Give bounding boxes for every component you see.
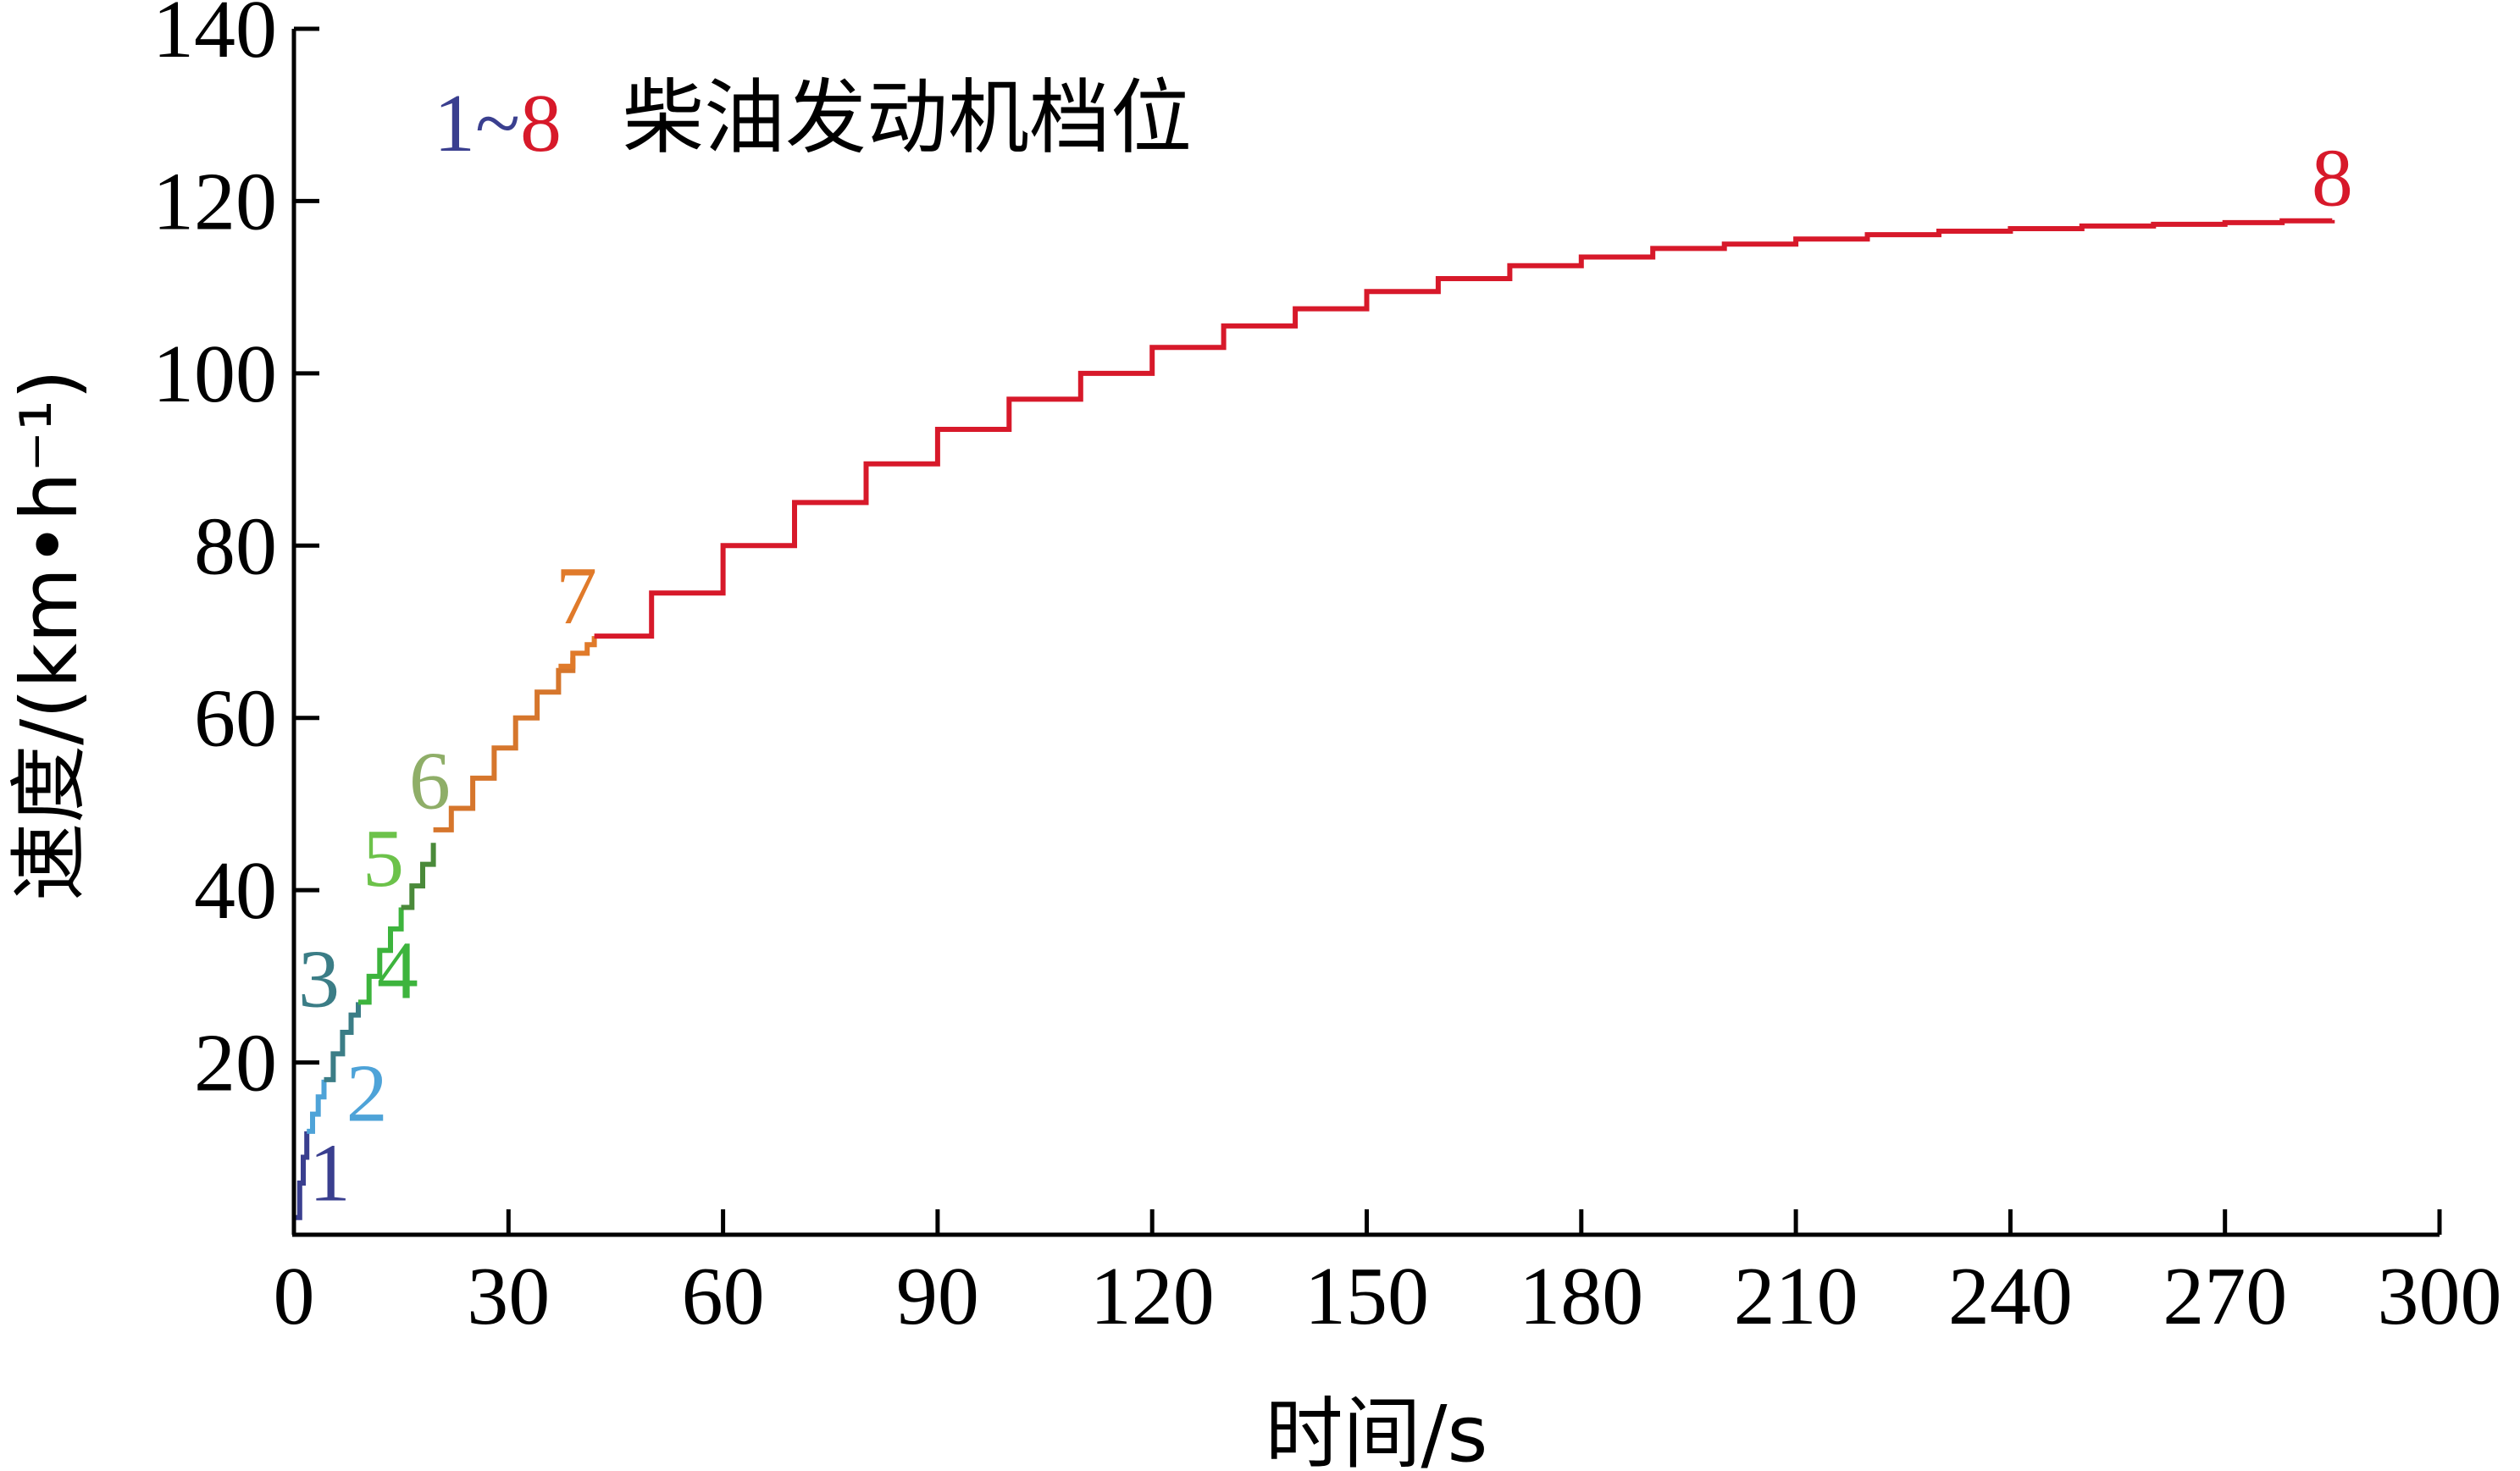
x-tick-label: 240 bbox=[1948, 1251, 2073, 1342]
series-line-gear-4 bbox=[358, 907, 404, 1005]
y-axis-title: 速度/(km•h⁻¹) bbox=[4, 369, 95, 901]
y-tick-label: 120 bbox=[152, 156, 277, 247]
y-tick-label: 140 bbox=[152, 0, 277, 75]
legend-tilde: ~ bbox=[475, 78, 520, 169]
legend-gear-end: 8 bbox=[520, 78, 562, 169]
y-tick-label: 40 bbox=[194, 845, 277, 937]
gear-label-3: 3 bbox=[298, 933, 340, 1025]
series-group bbox=[296, 218, 2335, 1220]
x-tick-label: 300 bbox=[2378, 1251, 2502, 1342]
x-tick-label: 270 bbox=[2163, 1251, 2287, 1342]
gear-annotations: 123 4 56 7 8 bbox=[298, 133, 2353, 1219]
gear-label-1: 1 bbox=[309, 1127, 351, 1219]
series-line-gear-3 bbox=[324, 1002, 361, 1082]
x-tick-label: 30 bbox=[467, 1251, 550, 1342]
series-line-gear-5 bbox=[401, 843, 436, 910]
x-tick-label: 60 bbox=[682, 1251, 765, 1342]
gear-label-6: 6 bbox=[409, 736, 451, 827]
legend: 1~8 柴油发动机档位 bbox=[434, 70, 1192, 169]
x-ticks: 0 30 60 90 120 150 180 210 240 270 300 bbox=[274, 1209, 2502, 1342]
legend-gear-start: 1 bbox=[434, 78, 475, 169]
x-tick-label: 120 bbox=[1090, 1251, 1215, 1342]
series-line-gear-1 bbox=[296, 1131, 310, 1220]
axes bbox=[291, 29, 2440, 1237]
x-tick-label: 150 bbox=[1304, 1251, 1429, 1342]
x-tick-label: 0 bbox=[274, 1251, 315, 1342]
gear-label-8: 8 bbox=[2312, 133, 2353, 224]
gear-label-2: 2 bbox=[346, 1048, 388, 1140]
x-axis-title: 时间/s bbox=[1266, 1389, 1488, 1471]
series-line-gear-2 bbox=[307, 1079, 327, 1134]
x-tick-label: 180 bbox=[1519, 1251, 1643, 1342]
legend-text: 柴油发动机档位 bbox=[623, 70, 1192, 165]
series-line-gear-8 bbox=[594, 218, 2335, 639]
x-tick-label: 90 bbox=[896, 1251, 979, 1342]
x-tick-label: 210 bbox=[1734, 1251, 1858, 1342]
gear-label-4: 4 bbox=[377, 925, 418, 1016]
svg-text:1~8: 1~8 bbox=[434, 78, 562, 169]
y-tick-label: 20 bbox=[194, 1018, 277, 1109]
series-line-gear-7 bbox=[558, 636, 597, 669]
gear-label-7: 7 bbox=[556, 550, 597, 642]
y-tick-label: 80 bbox=[194, 500, 277, 592]
series-line-gear-6 bbox=[433, 657, 576, 832]
y-tick-label: 60 bbox=[194, 673, 277, 765]
y-tick-label: 100 bbox=[152, 329, 277, 420]
y-ticks: 20 40 60 80 100 120 140 bbox=[152, 0, 319, 1109]
gear-label-5: 5 bbox=[363, 813, 404, 904]
